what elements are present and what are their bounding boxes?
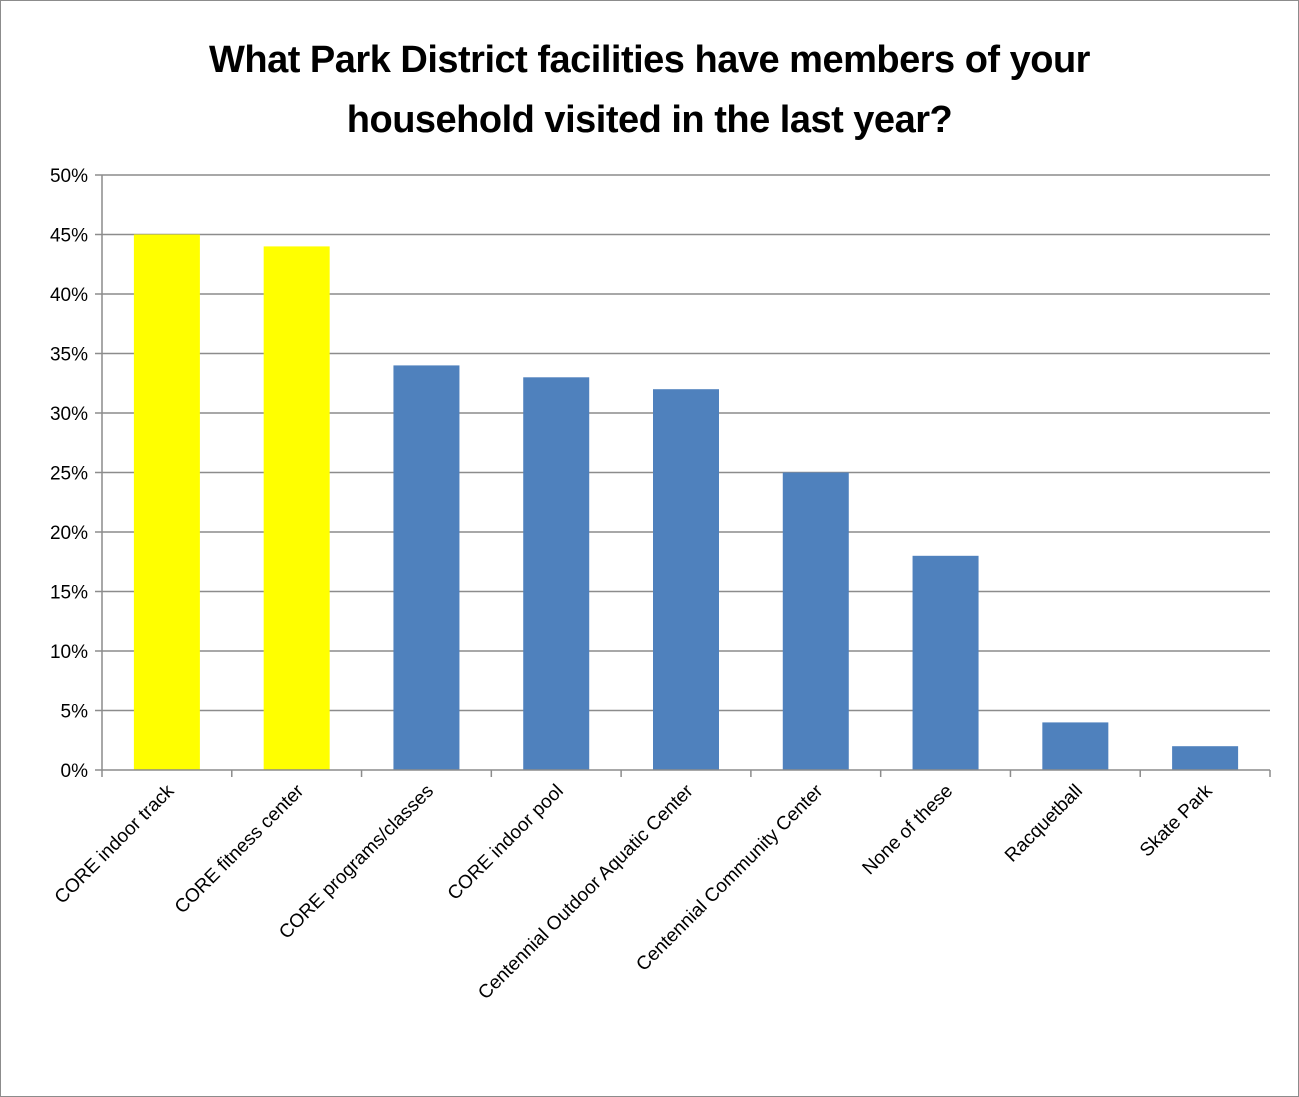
bar: [653, 389, 719, 770]
bar: [912, 555, 979, 770]
bar: [133, 234, 200, 770]
bar: [782, 472, 849, 770]
y-tick-label: 5%: [61, 702, 89, 723]
x-tick-label: Centennial Outdoor Aquatic Center: [474, 780, 698, 1004]
y-tick-label: 30%: [50, 404, 88, 425]
x-tick-label: CORE programs/classes: [275, 781, 438, 944]
bar: [523, 377, 590, 770]
bars: [133, 234, 1239, 770]
y-tick-label: 20%: [50, 523, 88, 544]
x-tick-label: Skate Park: [1136, 780, 1217, 861]
bar: [1042, 722, 1109, 770]
axes: [95, 174, 1271, 777]
x-tick-label: Racquetball: [1001, 781, 1087, 867]
labels: 0% 5% 10% 15% 20% 25% 30% 35% 40% 45% 50% CORE indo…: [50, 166, 1217, 1004]
y-tick-label: 10%: [50, 642, 88, 663]
x-tick-label: CORE indoor track: [51, 780, 179, 908]
chart-title-line-1: What Park District facilities have membe…: [209, 39, 1090, 81]
y-tick-label: 0%: [61, 761, 89, 782]
y-tick-label: 35%: [50, 345, 88, 366]
y-tick-label: 50%: [50, 166, 88, 187]
x-tick-label: None of these: [859, 781, 958, 880]
x-tick-label: CORE fitness center: [171, 780, 309, 918]
y-tick-label: 25%: [50, 464, 88, 485]
y-tick-label: 15%: [50, 583, 88, 604]
y-tick-label: 40%: [50, 285, 88, 306]
chart-title: What Park District facilities have membe…: [0, 30, 1299, 150]
bar: [1172, 746, 1239, 770]
bar: [263, 246, 330, 770]
y-tick-label: 45%: [50, 226, 88, 247]
chart-title-line-2: household visited in the last year?: [346, 99, 953, 141]
x-tick-label: CORE indoor pool: [444, 781, 568, 905]
bar: [393, 365, 460, 770]
